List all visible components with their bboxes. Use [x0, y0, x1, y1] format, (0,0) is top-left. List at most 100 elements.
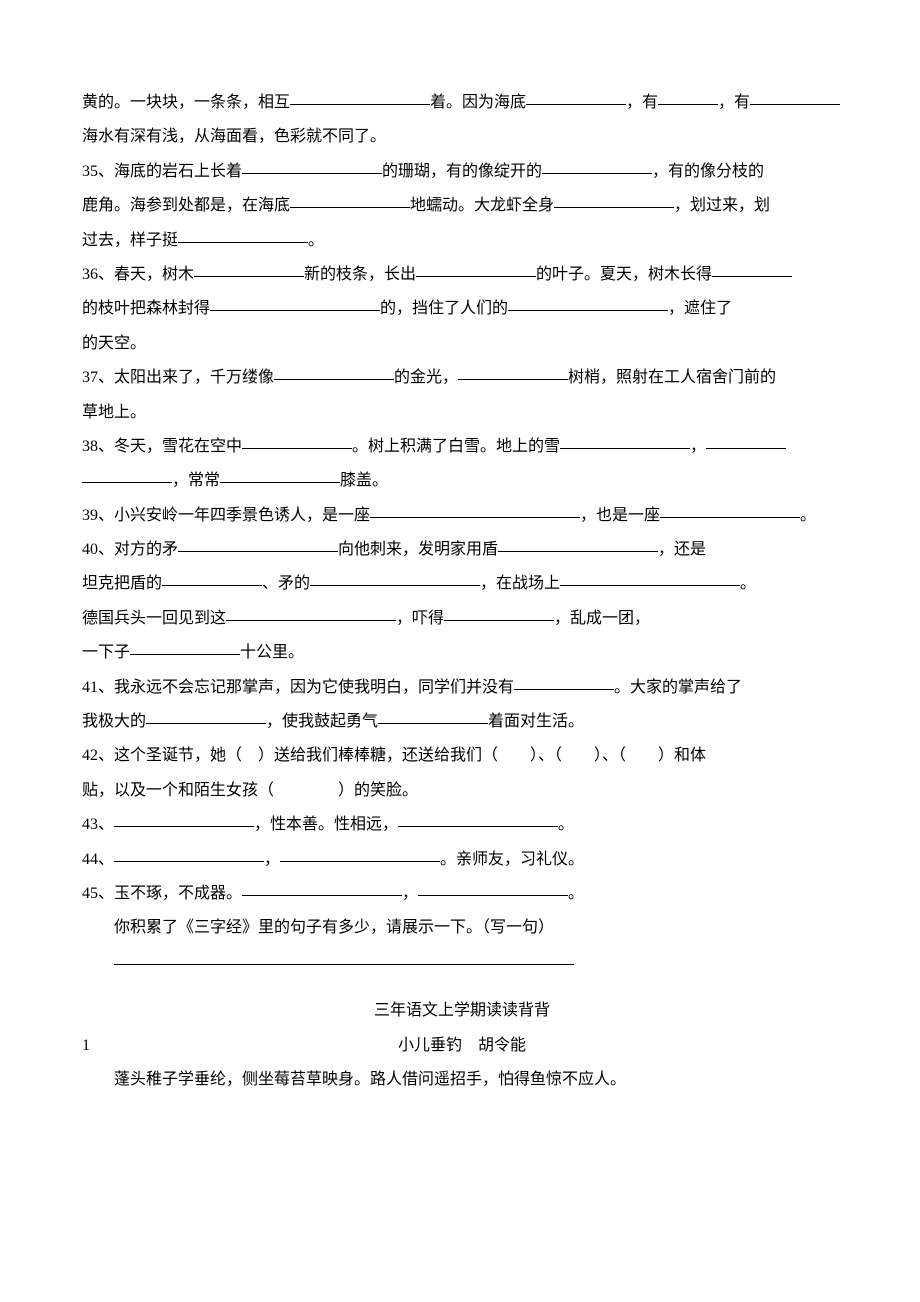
blank — [660, 501, 800, 518]
q38-t3: ， — [690, 438, 706, 455]
blank — [458, 363, 568, 380]
q38-line2: ，常常 膝盖。 — [82, 464, 842, 498]
q40-t2: 向他刺来，发明家用盾 — [338, 541, 498, 558]
q41-t5: 着面对生活。 — [488, 713, 584, 730]
q38-t2: 。树上积满了白雪。地上的雪 — [352, 438, 560, 455]
poem1-text: 蓬头稚子学垂纶，侧坐莓苔草映身。路人借问遥招手，怕得鱼惊不应人。 — [82, 1063, 842, 1097]
q34-line2: 海水有深有浅，从海面看，色彩就不同了。 — [82, 120, 842, 154]
q38-t5: 膝盖。 — [340, 472, 388, 489]
q34-t4: ，有 — [718, 94, 750, 111]
q41-t1: 我永远不会忘记那掌声，因为它使我明白，同学们并没有 — [114, 679, 514, 696]
q35-t5: 地蠕动。大龙虾全身 — [410, 197, 554, 214]
q42-line2: 贴，以及一个和陌生女孩（ ）的笑脸。 — [82, 774, 842, 808]
blank — [82, 466, 172, 483]
q35-line1: 35、海底的岩石上长着的珊瑚，有的像绽开的，有的像分枝的 — [82, 155, 842, 189]
q36-line2: 的枝叶把森林封得的，挡住了人们的，遮住了 — [82, 292, 842, 326]
q34-t5: 海水有深有浅，从海面看，色彩就不同了。 — [82, 128, 386, 145]
q45-t1: 玉不琢，不成器。 — [114, 885, 242, 902]
q40-t9: ，吓得 — [396, 610, 444, 627]
blank — [498, 535, 658, 552]
q41-line2: 我极大的 ，使我鼓起勇气 着面对生活。 — [82, 705, 842, 739]
blank — [162, 569, 262, 586]
q38-line1: 38、冬天，雪花在空中 。树上积满了白雪。地上的雪 ， — [82, 430, 842, 464]
blank — [418, 879, 568, 896]
q40-line1: 40、对方的矛向他刺来，发明家用盾，还是 — [82, 533, 842, 567]
blank — [242, 879, 402, 896]
q38-t4: ，常常 — [172, 472, 220, 489]
blank — [242, 432, 352, 449]
blank — [416, 260, 536, 277]
blank — [310, 569, 480, 586]
q40-line4: 一下子 十公里。 — [82, 636, 842, 670]
blank — [146, 707, 266, 724]
q40-t11: 一下子 — [82, 644, 130, 661]
q41-line1: 41、我永远不会忘记那掌声，因为它使我明白，同学们并没有。大家的掌声给了 — [82, 671, 842, 705]
q37-n: 37、 — [82, 369, 114, 386]
q36-t2: 新的枝条，长出 — [304, 266, 416, 283]
q44-t1: ， — [264, 851, 280, 868]
q43-t1: ，性本善。性相远， — [254, 816, 398, 833]
blank — [658, 88, 718, 105]
q37-t1: 太阳出来了，千万缕像 — [114, 369, 274, 386]
blank — [226, 604, 396, 621]
blank — [220, 466, 340, 483]
q34-line1: 黄的。一块块，一条条，相互着。因为海底，有，有 — [82, 86, 842, 120]
q36-t7: 的天空。 — [82, 335, 146, 352]
q40-t3: ，还是 — [658, 541, 706, 558]
q38-n: 38、 — [82, 438, 114, 455]
q37-t2: 的金光， — [394, 369, 458, 386]
q36-line3: 的天空。 — [82, 327, 842, 361]
q43-line1: 43、，性本善。性相远，。 — [82, 808, 842, 842]
blank — [130, 638, 240, 655]
blank — [378, 707, 488, 724]
blank — [290, 88, 430, 105]
q44-n: 44、 — [82, 851, 114, 868]
blank — [210, 294, 380, 311]
q40-t10: ，乱成一团， — [554, 610, 650, 627]
blank — [194, 260, 304, 277]
q41-t4: ，使我鼓起勇气 — [266, 713, 378, 730]
blank — [560, 432, 690, 449]
blank — [178, 226, 308, 243]
blank — [444, 604, 554, 621]
q45-t4: 你积累了《三字经》里的句子有多少，请展示一下。（写一句） — [114, 919, 554, 936]
q35-t3: ，有的像分枝的 — [652, 163, 764, 180]
blank — [398, 810, 558, 827]
q39-t1: 小兴安岭一年四季景色诱人，是一座 — [114, 507, 370, 524]
blank — [114, 810, 254, 827]
q40-t7: 。 — [740, 575, 756, 592]
poem1-title: 小儿垂钓 胡令能 — [82, 1029, 842, 1063]
q39-t2: ，也是一座 — [580, 507, 660, 524]
blank — [526, 88, 626, 105]
q34-t3: ，有 — [626, 94, 658, 111]
q34-t1: 黄的。一块块，一条条，相互 — [82, 94, 290, 111]
q43-n: 43、 — [82, 816, 114, 833]
blank — [514, 673, 614, 690]
q44-t2: 。亲师友，习礼仪。 — [440, 851, 584, 868]
blank — [706, 432, 786, 449]
q42-n: 42、 — [82, 747, 114, 764]
q36-t6: ，遮住了 — [668, 300, 732, 317]
blank-long — [114, 948, 574, 965]
q45-t3: 。 — [568, 885, 584, 902]
q37-t3: 树梢，照射在工人宿舍门前的 — [568, 369, 776, 386]
q35-line2: 鹿角。海参到处都是，在海底地蠕动。大龙虾全身，划过来，划 — [82, 189, 842, 223]
q42-t1: 这个圣诞节，她（ ）送给我们棒棒糖，还送给我们（ ）、（ ）、（ ）和体 — [114, 747, 706, 764]
q40-t12: 十公里。 — [240, 644, 304, 661]
blank — [560, 569, 740, 586]
blank — [542, 157, 652, 174]
q35-t6: ，划过来，划 — [674, 197, 770, 214]
q37-t4: 草地上。 — [82, 404, 146, 421]
q40-n: 40、 — [82, 541, 114, 558]
q41-t3: 我极大的 — [82, 713, 146, 730]
q42-line1: 42、这个圣诞节，她（ ）送给我们棒棒糖，还送给我们（ ）、（ ）、（ ）和体 — [82, 739, 842, 773]
q36-t4: 的枝叶把森林封得 — [82, 300, 210, 317]
q35-t7: 过去，样子挺 — [82, 232, 178, 249]
q37-line2: 草地上。 — [82, 396, 842, 430]
q38-t1: 冬天，雪花在空中 — [114, 438, 242, 455]
q40-t4: 坦克把盾的 — [82, 575, 162, 592]
blank — [712, 260, 792, 277]
q40-line2: 坦克把盾的、矛的，在战场上。 — [82, 567, 842, 601]
q45-line1: 45、玉不琢，不成器。，。 — [82, 877, 842, 911]
document-page: 黄的。一块块，一条条，相互着。因为海底，有，有 海水有深有浅，从海面看，色彩就不… — [0, 0, 920, 1157]
